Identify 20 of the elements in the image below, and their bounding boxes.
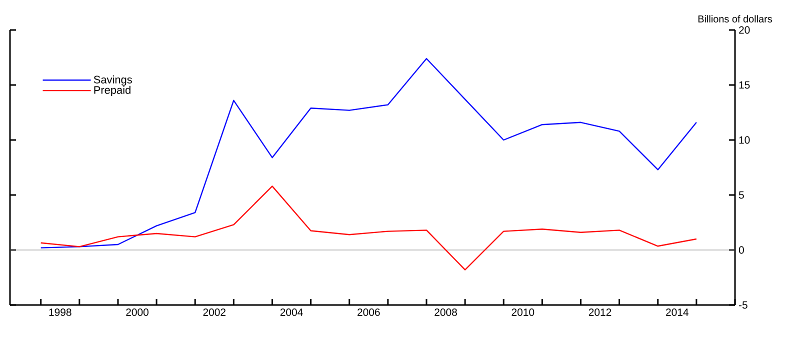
y-tick-label: 15 bbox=[739, 81, 750, 89]
x-tick-label: 2014 bbox=[666, 308, 688, 316]
y-tick-label: 0 bbox=[738, 246, 744, 254]
y-tick-label: 20 bbox=[739, 26, 750, 34]
y-tick-label: -5 bbox=[738, 301, 748, 309]
x-tick-label: 1998 bbox=[49, 308, 72, 316]
y-tick-label: 10 bbox=[739, 136, 750, 144]
y-axis-title: Billions of dollars bbox=[698, 15, 772, 22]
x-tick-label: 2006 bbox=[358, 308, 380, 316]
line-series bbox=[40, 186, 698, 270]
line-series bbox=[40, 58, 698, 248]
x-tick-label: 2010 bbox=[512, 308, 534, 316]
x-tick-label: 2008 bbox=[434, 308, 457, 316]
legend-label: Savings bbox=[94, 75, 132, 86]
x-tick-label: 2002 bbox=[203, 308, 226, 316]
x-tick-label: 2012 bbox=[588, 308, 612, 316]
x-tick-label: 2000 bbox=[126, 308, 148, 316]
y-tick-label: 5 bbox=[738, 191, 744, 199]
x-tick-label: 2004 bbox=[280, 308, 303, 316]
legend-label: Prepaid bbox=[94, 86, 130, 96]
